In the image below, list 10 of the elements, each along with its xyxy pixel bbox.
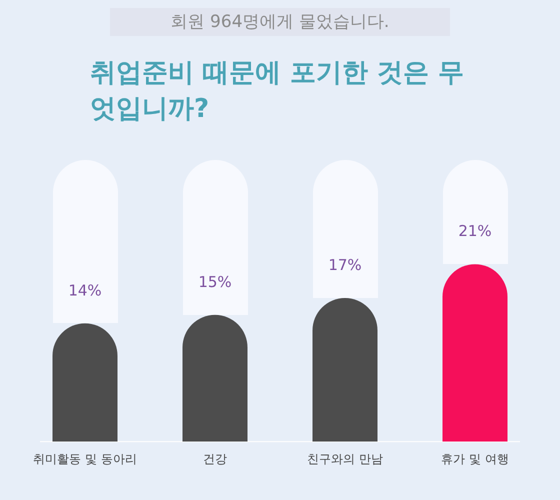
data-label: 21%: [458, 222, 492, 240]
x-tick-label: 건강: [203, 452, 227, 466]
x-tick-label: 취미활동 및 동아리: [33, 452, 137, 466]
x-tick-label: 친구와의 만남: [307, 452, 383, 466]
chart-title: 취업준비 때문에 포기한 것은 무엇입니까?: [90, 57, 466, 126]
data-label: 14%: [68, 281, 102, 300]
x-tick-label: 휴가 및 여행: [441, 452, 509, 466]
chart-subtitle: 회원 964명에게 물었습니다.: [110, 8, 450, 36]
data-label: 17%: [328, 256, 362, 274]
data-label: 15%: [198, 272, 232, 291]
